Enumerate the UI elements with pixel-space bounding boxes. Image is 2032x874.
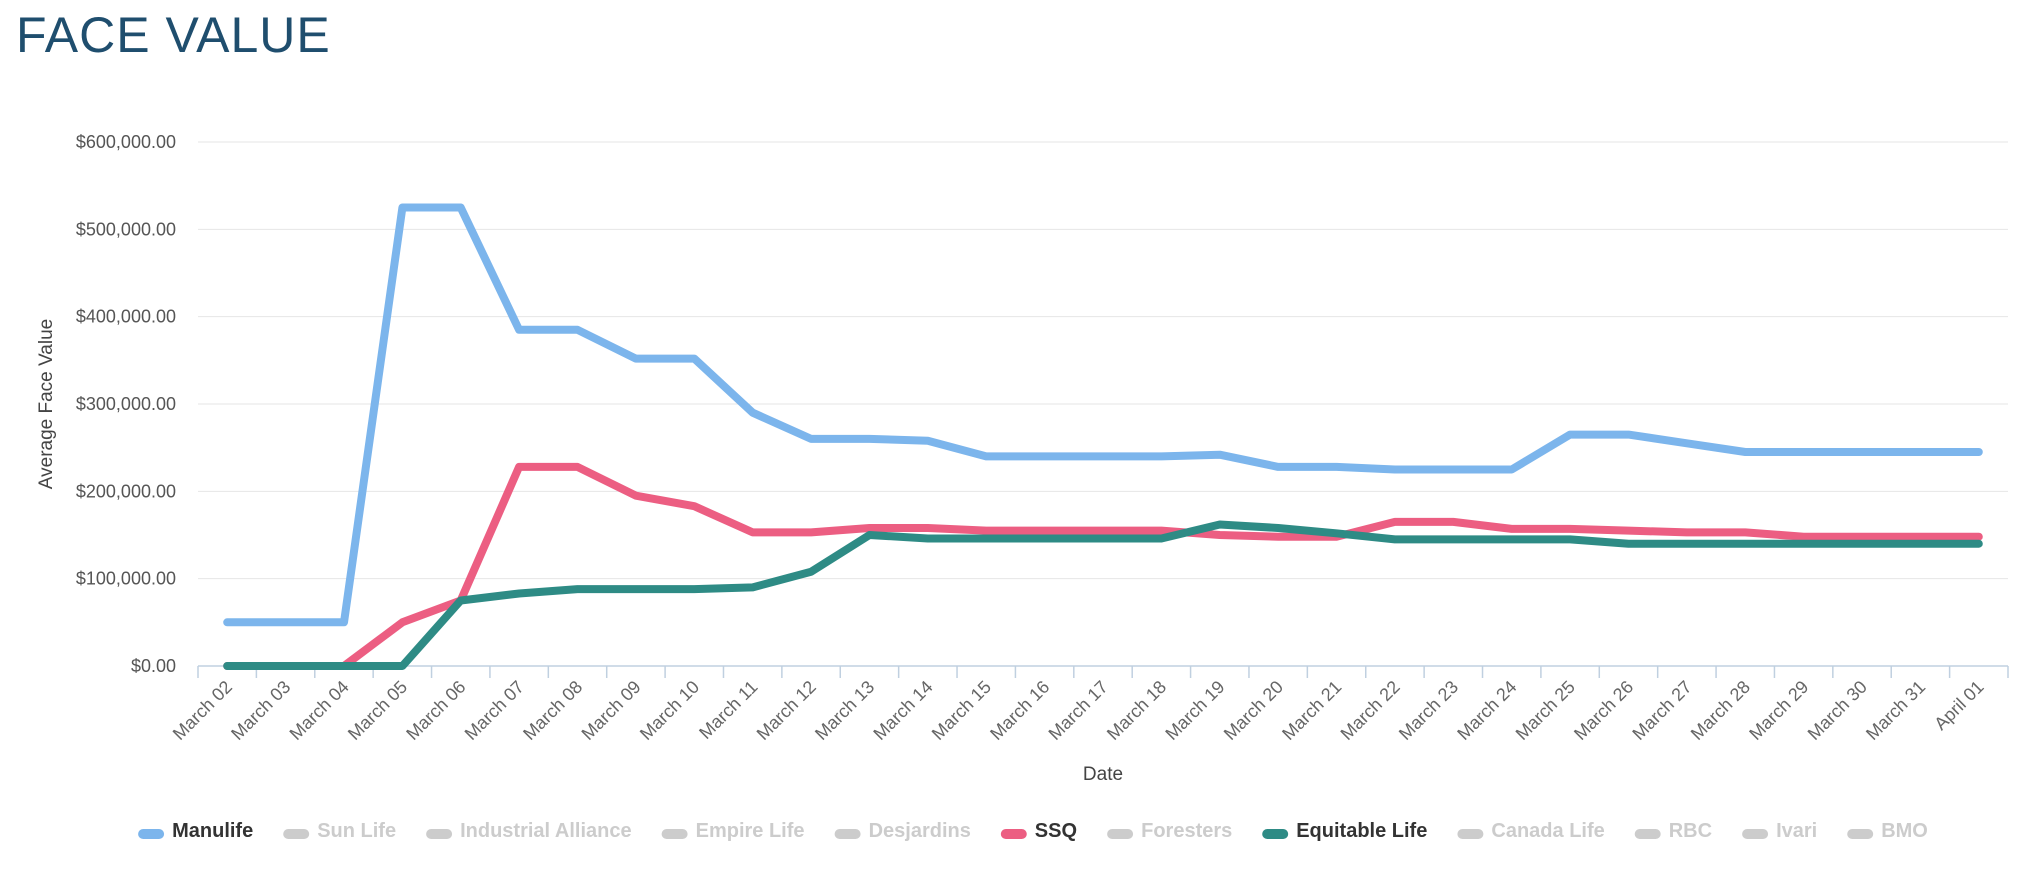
x-tick-label: March 16 <box>986 677 1053 744</box>
y-tick-label: $300,000.00 <box>76 394 176 414</box>
legend-label: Manulife <box>172 820 253 842</box>
y-tick-label: $500,000.00 <box>76 219 176 239</box>
x-tick-label: March 18 <box>1103 677 1170 744</box>
x-tick-label: March 26 <box>1570 677 1637 744</box>
y-tick-label: $100,000.00 <box>76 569 176 589</box>
legend-swatch <box>1457 829 1484 839</box>
legend-label: Desjardins <box>869 820 971 842</box>
x-tick-label: March 03 <box>227 677 294 744</box>
legend-item-bmo[interactable]: BMO <box>1847 820 1928 842</box>
x-tick-label: March 29 <box>1745 677 1812 744</box>
x-tick-label: April 01 <box>1930 677 1987 734</box>
legend-item-canada-life[interactable]: Canada Life <box>1457 820 1605 842</box>
x-tick-label: March 05 <box>344 677 411 744</box>
x-tick-label: March 20 <box>1220 677 1287 744</box>
grid-lines <box>198 141 2008 580</box>
x-tick-label: March 21 <box>1278 677 1345 744</box>
legend-label: BMO <box>1881 820 1928 842</box>
legend-swatch <box>1000 829 1027 839</box>
legend: Manulife Sun Life Industrial Alliance Empir… <box>138 820 1928 842</box>
y-tick-label: $200,000.00 <box>76 481 176 501</box>
legend-swatch <box>834 829 861 839</box>
x-tick-label: March 06 <box>402 677 469 744</box>
legend-swatch <box>283 829 310 839</box>
x-tick-label: March 27 <box>1628 677 1695 744</box>
y-axis-ticks: $0.00 $100,000.00 $200,000.00 $300,000.00 $4… <box>76 132 176 676</box>
x-tick-label: March 08 <box>519 677 586 744</box>
x-tick-label: March 13 <box>811 677 878 744</box>
y-tick-label: $0.00 <box>131 656 176 676</box>
legend-swatch <box>1742 829 1769 839</box>
legend-label: Foresters <box>1141 820 1232 842</box>
legend-item-rbc[interactable]: RBC <box>1634 820 1712 842</box>
x-tick-label: March 12 <box>753 677 820 744</box>
x-tick-label: March 28 <box>1687 677 1754 744</box>
legend-item-ssq[interactable]: SSQ <box>1000 820 1077 842</box>
x-axis-title: Date <box>1083 764 1123 785</box>
x-tick-label: March 14 <box>869 677 936 744</box>
legend-item-equitable-life[interactable]: Equitable Life <box>1262 820 1427 842</box>
legend-swatch <box>426 829 453 839</box>
legend-label: Equitable Life <box>1296 820 1427 842</box>
x-tick-label: March 04 <box>286 677 353 744</box>
x-tick-label: March 24 <box>1453 677 1520 744</box>
x-tick-label: March 30 <box>1804 677 1871 744</box>
x-tick-label: March 11 <box>695 677 761 743</box>
y-tick-label: $600,000.00 <box>76 132 176 152</box>
legend-item-industrial-alliance[interactable]: Industrial Alliance <box>426 820 632 842</box>
legend-item-empire-life[interactable]: Empire Life <box>661 820 805 842</box>
x-tick-label: March 15 <box>928 677 995 744</box>
x-tick-label: March 10 <box>636 677 703 744</box>
legend-label: RBC <box>1669 820 1712 842</box>
legend-label: SSQ <box>1035 820 1077 842</box>
series-line-manulife <box>223 203 1983 627</box>
x-tick-label: March 31 <box>1862 677 1929 744</box>
legend-label: Canada Life <box>1491 820 1604 842</box>
legend-item-foresters[interactable]: Foresters <box>1107 820 1232 842</box>
legend-label: Industrial Alliance <box>460 820 632 842</box>
legend-label: Ivari <box>1776 820 1817 842</box>
x-tick-label: March 02 <box>169 677 236 744</box>
legend-swatch <box>1847 829 1874 839</box>
x-tick-label: March 07 <box>461 677 528 744</box>
x-tick-label: March 22 <box>1337 677 1404 744</box>
x-tick-label: March 23 <box>1395 677 1462 744</box>
legend-swatch <box>1634 829 1661 839</box>
legend-label: Empire Life <box>696 820 805 842</box>
series-line-equitable-life <box>223 520 1983 670</box>
legend-swatch <box>661 829 688 839</box>
legend-label: Sun Life <box>317 820 396 842</box>
x-tick-label: March 17 <box>1045 677 1112 744</box>
legend-swatch <box>138 829 165 839</box>
legend-swatch <box>1107 829 1134 839</box>
x-tick-label: March 19 <box>1161 677 1228 744</box>
page-title: FACE VALUE <box>16 7 331 63</box>
x-tick-label: March 09 <box>578 677 645 744</box>
legend-item-manulife[interactable]: Manulife <box>138 820 253 842</box>
series-line-ssq <box>223 462 1983 670</box>
x-tick-label: March 25 <box>1512 677 1579 744</box>
legend-item-ivari[interactable]: Ivari <box>1742 820 1817 842</box>
y-axis-title: Average Face Value <box>36 319 57 489</box>
legend-item-desjardins[interactable]: Desjardins <box>834 820 971 842</box>
series-lines <box>223 203 1983 670</box>
legend-swatch <box>1262 829 1289 839</box>
legend-item-sun-life[interactable]: Sun Life <box>283 820 396 842</box>
y-tick-label: $400,000.00 <box>76 307 176 327</box>
